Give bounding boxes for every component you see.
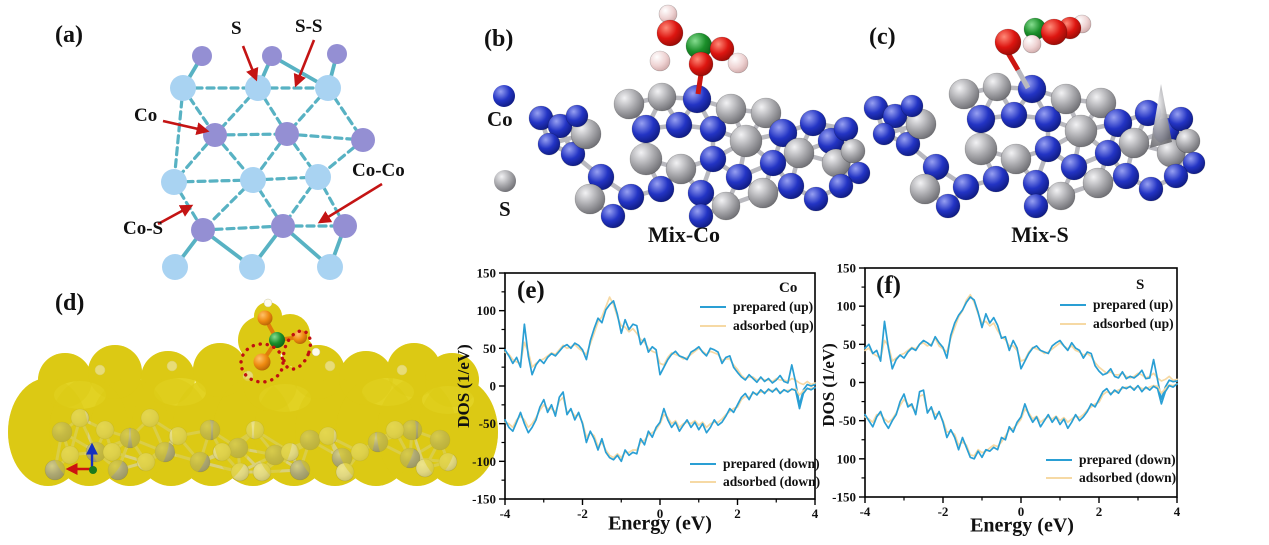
dos-curve <box>504 300 816 406</box>
legend-row: prepared (down) <box>1046 452 1176 468</box>
x-tick-label: 4 <box>812 506 819 521</box>
legend-co-label: Co <box>487 107 513 131</box>
chart-e-xlabel: Energy (eV) <box>608 512 712 535</box>
chart-e-title: Co <box>779 280 798 296</box>
chart-f-title: S <box>1136 277 1145 293</box>
x-tick-label: 2 <box>1096 504 1103 519</box>
legend-row: adsorbed (up) <box>700 318 814 334</box>
panel-a-lattice-diagram <box>157 39 383 280</box>
legend-row: adsorbed (down) <box>690 474 820 490</box>
mix-co-caption: Mix-Co <box>647 222 721 247</box>
legend-s-label: S <box>499 197 511 221</box>
legend-line-icon <box>1046 459 1072 461</box>
legend-label: prepared (up) <box>1093 297 1174 312</box>
y-tick-label: 100 <box>477 303 497 318</box>
annotation-co: Co <box>134 105 158 126</box>
legend-row: adsorbed (down) <box>1046 470 1176 486</box>
legend-line-icon <box>700 306 726 308</box>
legend-row: prepared (up) <box>700 299 813 315</box>
legend-label: prepared (down) <box>723 456 820 471</box>
legend-row: prepared (down) <box>690 456 820 472</box>
dos-curve <box>864 296 1178 401</box>
y-tick-label: 150 <box>477 266 497 281</box>
chart-e-ylabel: DOS (1/eV) <box>454 344 473 428</box>
dos-chart-co: 150 100 50 0 -50 -100 -150 -4 -2 0 2 4 <box>472 266 819 522</box>
mix-s-caption: Mix-S <box>1011 222 1069 247</box>
y-tick-label: 0 <box>850 375 857 390</box>
panel-b-structure-image <box>493 4 871 229</box>
y-tick-label: 100 <box>837 451 857 466</box>
y-tick-label: -100 <box>472 454 496 469</box>
y-tick-label: -150 <box>472 492 496 507</box>
x-tick-label: 0 <box>657 506 664 521</box>
y-tick-label: 0 <box>490 379 497 394</box>
dos-chart-s: 150 100 50 0 -50 100 -150 -4 -2 0 2 4 <box>832 261 1181 520</box>
panel-c-label: (c) <box>869 24 896 50</box>
legend-label: prepared (down) <box>1079 452 1176 467</box>
panel-b-label: (b) <box>484 26 514 52</box>
chart-f-ylabel: DOS (1/eV) <box>819 343 838 427</box>
x-tick-label: -4 <box>500 506 511 521</box>
panel-e-label: (e) <box>517 277 545 304</box>
y-tick-label: -150 <box>832 490 856 505</box>
x-tick-label: -2 <box>577 506 588 521</box>
legend-line-icon <box>1046 477 1072 479</box>
legend-label: adsorbed (down) <box>723 474 821 489</box>
x-tick-label: 0 <box>1018 504 1025 519</box>
legend-label: adsorbed (down) <box>1079 470 1177 485</box>
x-tick-label: 2 <box>734 506 741 521</box>
legend-row: prepared (up) <box>1060 297 1173 313</box>
y-tick-label: 100 <box>837 299 857 314</box>
panel-d-label: (d) <box>55 290 85 316</box>
legend-label: prepared (up) <box>733 299 814 314</box>
annotation-s-s: S-S <box>295 16 323 37</box>
legend-row: adsorbed (up) <box>1060 316 1174 332</box>
legend-line-icon <box>1060 304 1086 306</box>
legend-label: adsorbed (up) <box>733 318 814 333</box>
legend-line-icon <box>700 325 726 327</box>
panel-d-isosurface-image <box>8 298 498 486</box>
y-tick-label: 150 <box>837 261 857 276</box>
y-tick-label: 50 <box>483 341 496 356</box>
y-tick-label: -50 <box>479 416 496 431</box>
dos-curve <box>864 383 1178 460</box>
chart-f-xlabel: Energy (eV) <box>970 514 1074 537</box>
legend-line-icon <box>1060 323 1086 325</box>
legend-line-icon <box>690 463 716 465</box>
legend-line-icon <box>690 481 716 483</box>
y-tick-label: -50 <box>839 413 856 428</box>
panel-c-structure-image <box>863 14 1206 219</box>
annotation-co-co: Co-Co <box>352 160 405 181</box>
x-tick-label: 4 <box>1174 504 1181 519</box>
panel-f-label: (f) <box>876 272 901 299</box>
dos-curve <box>864 383 1178 457</box>
y-tick-label: 50 <box>843 337 856 352</box>
legend-label: adsorbed (up) <box>1093 316 1174 331</box>
dos-curve <box>504 386 816 463</box>
annotation-s: S <box>231 18 242 39</box>
panel-a-label: (a) <box>55 22 83 48</box>
x-tick-label: -4 <box>860 504 871 519</box>
x-tick-label: -2 <box>938 504 949 519</box>
annotation-co-s: Co-S <box>123 218 164 239</box>
